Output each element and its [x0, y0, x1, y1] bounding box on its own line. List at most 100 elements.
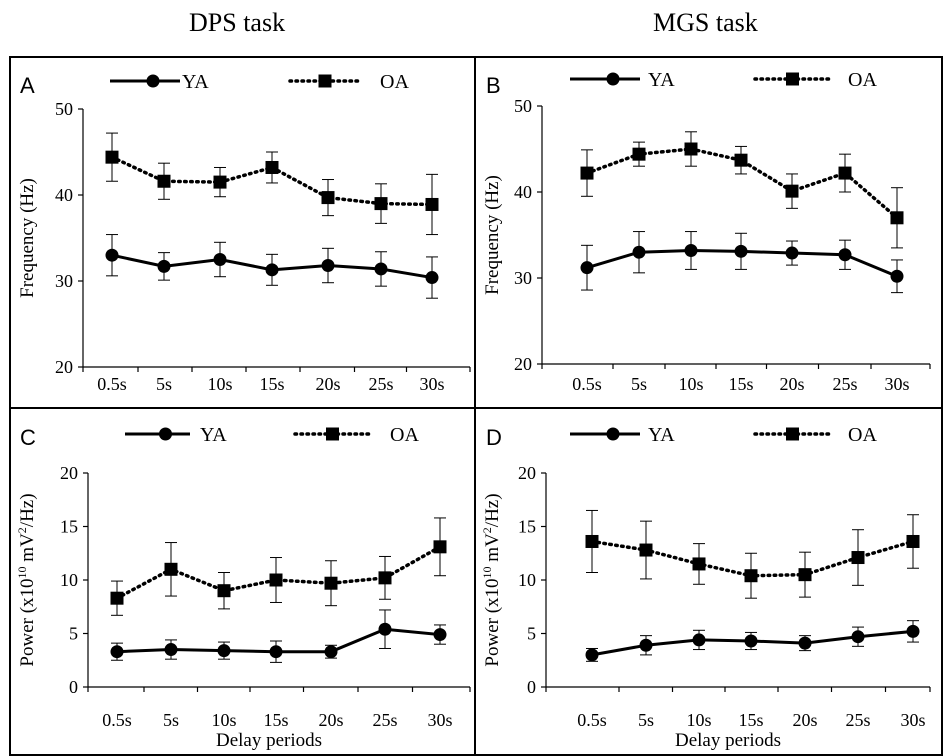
- data-point: [684, 243, 698, 257]
- panel-letter: A: [20, 73, 35, 98]
- data-point: [164, 562, 178, 576]
- x-tick-label: 15s: [263, 710, 288, 730]
- panel-a: A 20 30 40 50 0.5s 5s 10s 15s 20s 25s 30s Frequency …: [17, 71, 471, 394]
- label-part: /Hz): [17, 493, 38, 527]
- y-axis-title: Power (x1010 mV2/Hz): [15, 493, 38, 666]
- legend-label-oa: OA: [848, 69, 877, 91]
- data-point: [580, 166, 594, 180]
- data-point: [321, 191, 335, 205]
- label-part: Power (x10: [17, 578, 38, 666]
- data-point: [269, 573, 283, 587]
- data-point: [374, 262, 388, 276]
- data-point: [632, 147, 646, 161]
- data-point: [585, 534, 599, 548]
- legend-label-ya: YA: [648, 69, 675, 91]
- label-part: /Hz): [482, 493, 503, 527]
- series-ya: [105, 234, 439, 299]
- x-tick-label: 15s: [259, 374, 284, 394]
- data-point: [324, 576, 338, 590]
- x-tick-label: 25s: [832, 374, 857, 394]
- x-tick-label: 25s: [372, 710, 397, 730]
- panel-letter: D: [486, 425, 502, 450]
- x-tick-label: 10s: [686, 710, 711, 730]
- legend-label-oa: OA: [380, 71, 409, 93]
- y-axis-title: Frequency (Hz): [17, 178, 38, 298]
- data-point: [105, 248, 119, 262]
- data-point: [838, 166, 852, 180]
- data-point: [798, 568, 812, 582]
- y-tick-label: 15: [60, 517, 78, 537]
- x-tick-label: 0.5s: [102, 710, 132, 730]
- legend-marker-oa: [786, 427, 799, 441]
- x-tick-label: 20s: [792, 710, 817, 730]
- x-tick-label: 0.5s: [572, 374, 602, 394]
- legend-marker-ya: [146, 74, 160, 88]
- x-tick-label: 15s: [738, 710, 763, 730]
- x-tick-label: 10s: [678, 374, 703, 394]
- x-axis-title: Delay periods: [216, 730, 322, 751]
- y-axis-title: Frequency (Hz): [482, 175, 503, 295]
- y-tick-label: 30: [514, 268, 532, 288]
- y-tick-label: 30: [55, 271, 73, 291]
- legend-marker-ya: [606, 427, 620, 441]
- legend-label-oa: OA: [848, 424, 877, 446]
- data-point: [785, 246, 799, 260]
- superscript: 2: [480, 527, 494, 533]
- legend-label-ya: YA: [200, 424, 227, 446]
- legend-label-oa: OA: [390, 424, 419, 446]
- y-tick-label: 40: [514, 182, 532, 202]
- x-tick-label: 25s: [845, 710, 870, 730]
- series-oa: [105, 132, 439, 236]
- x-tick-label: 20s: [315, 374, 340, 394]
- x-tick-label: 5s: [163, 710, 179, 730]
- data-point: [374, 197, 388, 211]
- legend-marker-oa: [326, 427, 339, 441]
- superscript: 2: [15, 527, 29, 533]
- superscript: 10: [480, 566, 494, 578]
- y-tick-label: 10: [518, 570, 536, 590]
- x-tick-label: 30s: [419, 374, 444, 394]
- series-ya: [580, 231, 904, 294]
- data-point: [639, 638, 653, 652]
- data-point: [378, 622, 392, 636]
- legend: YA OA: [570, 424, 877, 446]
- data-point: [890, 211, 904, 225]
- data-point: [798, 636, 812, 650]
- legend-marker-oa: [786, 72, 799, 86]
- data-point: [433, 628, 447, 642]
- legend: YA OA: [125, 424, 419, 446]
- data-point: [851, 551, 865, 565]
- data-point: [265, 263, 279, 277]
- y-tick-label: 20: [60, 463, 78, 483]
- panel-letter: B: [486, 73, 501, 98]
- legend-label-ya: YA: [648, 424, 675, 446]
- legend-marker-ya: [159, 427, 172, 441]
- data-point: [744, 569, 758, 583]
- data-point: [110, 591, 124, 605]
- y-tick-label: 15: [518, 517, 536, 537]
- panel-frames: [9, 56, 943, 756]
- series-oa: [580, 131, 904, 249]
- y-tick-label: 5: [69, 624, 78, 644]
- series-oa: [585, 509, 920, 599]
- data-point: [425, 197, 439, 211]
- panel-letter: C: [20, 425, 36, 450]
- y-axis-title: Power (x1010 mV2/Hz): [480, 493, 503, 666]
- data-point: [269, 645, 283, 659]
- data-point: [890, 269, 904, 283]
- data-point: [164, 643, 178, 657]
- data-point: [425, 271, 439, 285]
- data-point: [157, 174, 171, 188]
- data-point: [632, 245, 646, 259]
- legend-marker-oa: [318, 74, 332, 88]
- series-ya: [585, 620, 920, 662]
- series-oa: [110, 517, 447, 616]
- series-ya: [110, 609, 447, 663]
- x-tick-label: 15s: [728, 374, 753, 394]
- data-point: [692, 633, 706, 647]
- legend-label-ya: YA: [182, 71, 209, 93]
- data-point: [906, 534, 920, 548]
- x-tick-label: 5s: [156, 374, 172, 394]
- data-point: [734, 153, 748, 167]
- column-title-mgs: MGS task: [653, 8, 758, 37]
